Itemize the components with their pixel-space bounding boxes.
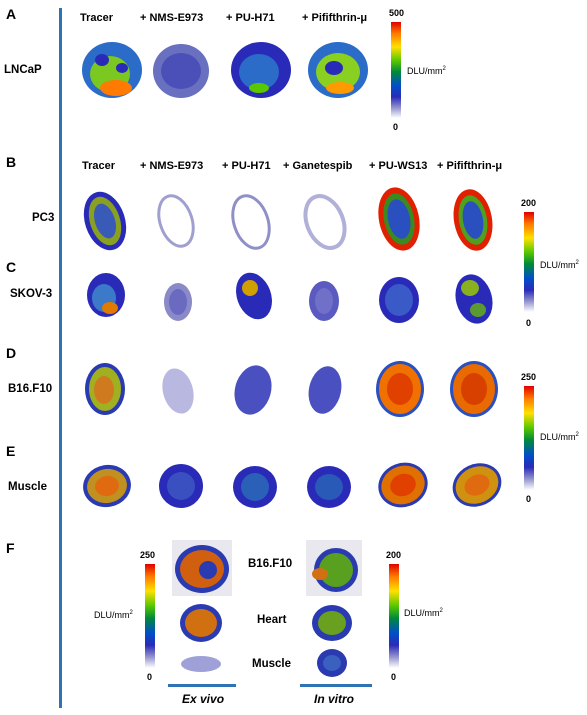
muscle-tracer-image — [83, 464, 131, 508]
pc3-pififthrin-image — [453, 189, 493, 251]
skov3-puws13-image — [379, 277, 419, 323]
b16f10-pififthrin-image — [450, 361, 498, 417]
scale-de-min: 0 — [526, 494, 532, 504]
lncap-tracer-image — [82, 42, 142, 98]
skov3-puh71-image — [236, 272, 272, 320]
f-row-label-muscle: Muscle — [252, 658, 291, 670]
col-label-pififthrin-b: + Pififthrin-μ — [437, 160, 503, 172]
scale-de-unit: DLU/mm2 — [540, 432, 579, 442]
scale-a-min: 0 — [393, 122, 399, 132]
exvivo-b16f10-image — [172, 540, 232, 596]
scale-f-left-min: 0 — [147, 672, 153, 682]
lncap-pififthrin-image — [308, 42, 368, 98]
skov3-ganetespib-image — [309, 281, 339, 321]
row-label-skov3: SKOV-3 — [10, 288, 53, 300]
panel-letter-b: B — [6, 154, 17, 170]
b16f10-puh71-image — [234, 365, 272, 415]
panel-letter-c: C — [6, 259, 17, 275]
pc3-nms-image — [157, 194, 195, 248]
f-row-label-b16f10: B16.F10 — [248, 558, 293, 570]
col-label-ganetespib-b: + Ganetespib — [283, 160, 353, 172]
exvivo-underline — [168, 684, 236, 687]
colorbar-f-left — [145, 564, 155, 668]
col-label-tracer-a: Tracer — [80, 12, 114, 24]
exvivo-heart-image — [180, 604, 222, 642]
scale-f-left-unit: DLU/mm2 — [94, 610, 133, 620]
lncap-puh71-image — [231, 42, 291, 98]
pc3-puws13-image — [378, 187, 420, 251]
scale-bc-min: 0 — [526, 318, 532, 328]
scale-f-left-max: 250 — [140, 550, 156, 560]
row-label-lncap: LNCaP — [4, 64, 42, 76]
b16f10-nms-image — [162, 368, 194, 414]
colorbar-bc — [524, 212, 534, 312]
skov3-tracer-image — [87, 273, 125, 317]
colorbar-de — [524, 386, 534, 490]
panel-letter-f: F — [6, 540, 15, 556]
muscle-ganetespib-image — [307, 466, 351, 508]
scale-f-right-max: 200 — [386, 550, 402, 560]
b16f10-tracer-image — [85, 363, 125, 415]
panel-letter-e: E — [6, 443, 16, 459]
colorbar-f-right — [389, 564, 399, 668]
f-row-label-heart: Heart — [257, 614, 287, 626]
muscle-nms-image — [159, 464, 203, 508]
b16f10-puws13-image — [376, 361, 424, 417]
col-label-nms-a: + NMS-E973 — [140, 12, 204, 24]
exvivo-muscle-image — [181, 656, 221, 672]
col-label-pififthrin-a: + Pififthrin-μ — [302, 12, 368, 24]
scale-de-max: 250 — [521, 372, 537, 382]
scale-f-right-unit: DLU/mm2 — [404, 608, 443, 618]
exvivo-label: Ex vivo — [182, 692, 225, 706]
muscle-puh71-image — [233, 466, 277, 508]
panel-letter-d: D — [6, 345, 17, 361]
col-label-puws13-b: + PU-WS13 — [369, 160, 428, 172]
col-label-nms-b: + NMS-E973 — [140, 160, 204, 172]
invitro-heart-image — [312, 605, 352, 641]
invitro-label: In vitro — [314, 692, 355, 706]
scale-a-max: 500 — [389, 8, 405, 18]
scale-f-right-min: 0 — [391, 672, 397, 682]
scale-a-unit: DLU/mm2 — [407, 66, 446, 76]
muscle-pififthrin-image — [452, 463, 502, 507]
scale-bc-max: 200 — [521, 198, 537, 208]
col-label-puh71-a: + PU-H71 — [226, 12, 275, 24]
invitro-underline — [300, 684, 372, 687]
panel-letter-a: A — [6, 6, 17, 22]
lncap-nms-image — [153, 44, 209, 98]
pc3-puh71-image — [231, 194, 271, 250]
muscle-puws13-image — [378, 462, 428, 508]
colorbar-a — [391, 22, 401, 118]
b16f10-ganetespib-image — [308, 366, 342, 414]
row-label-b16f10: B16.F10 — [8, 383, 53, 395]
row-label-muscle: Muscle — [8, 481, 47, 493]
pc3-ganetespib-image — [303, 194, 347, 250]
col-label-tracer-b: Tracer — [82, 160, 116, 172]
invitro-muscle-image — [317, 649, 347, 677]
invitro-b16f10-image — [306, 540, 362, 596]
panel-divider-line — [59, 8, 62, 708]
pc3-tracer-image — [83, 191, 127, 251]
skov3-pififthrin-image — [455, 274, 493, 324]
row-label-pc3: PC3 — [32, 212, 55, 224]
skov3-nms-image — [164, 283, 192, 321]
scale-bc-unit: DLU/mm2 — [540, 260, 579, 270]
col-label-puh71-b: + PU-H71 — [222, 160, 271, 172]
